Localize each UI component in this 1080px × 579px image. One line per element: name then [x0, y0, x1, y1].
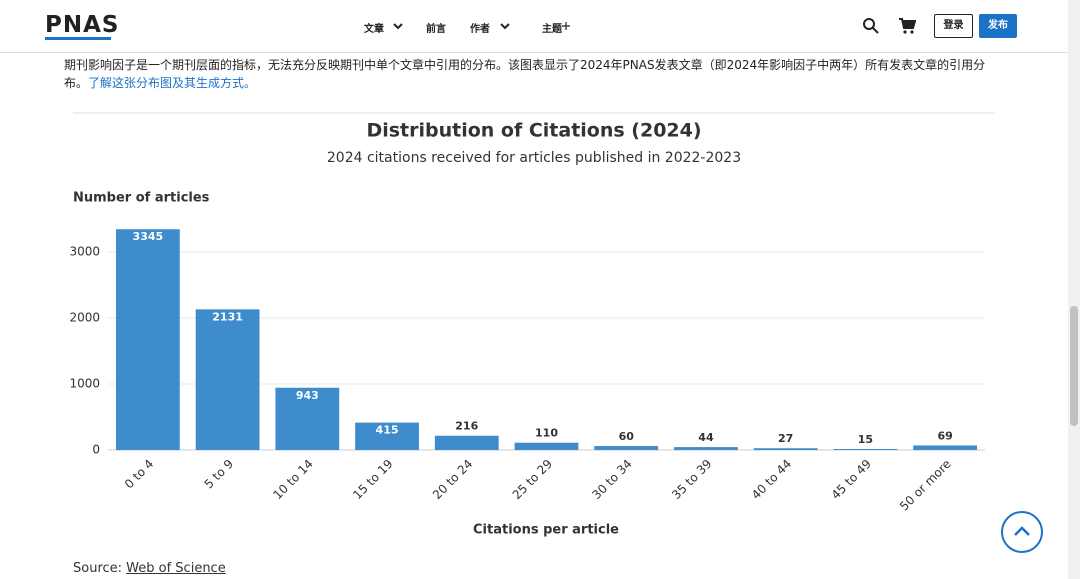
bar [594, 446, 659, 450]
bar [195, 309, 260, 450]
plus-icon [562, 22, 570, 30]
chevron [500, 23, 510, 30]
data-label: 60 [619, 430, 635, 443]
data-label: 44 [698, 431, 714, 444]
chart-title: Distribution of Citations (2024) [366, 120, 701, 142]
x-axis-label: Citations per article [473, 523, 619, 538]
x-tick-label: 0 to 4 [122, 457, 157, 492]
x-tick-label: 30 to 34 [589, 457, 634, 502]
bar [833, 449, 898, 450]
nav-item[interactable]: 作者 [470, 24, 490, 35]
source-label: Source: [73, 561, 123, 576]
source-link[interactable]: Web of Science [126, 561, 226, 576]
data-label: 69 [937, 429, 952, 442]
y-axis-label: Number of articles [73, 191, 210, 206]
x-tick-label: 40 to 44 [749, 457, 794, 502]
logo-underline [45, 37, 111, 40]
x-tick-label: 5 to 9 [202, 457, 237, 492]
source: Source: Web of Science [73, 561, 226, 576]
intro-link[interactable]: 了解这张分布图及其生成方式。 [88, 76, 257, 90]
header: PNAS 文章 前言 作者 主题 登录 发布 [0, 0, 1068, 53]
x-tick-label: 50 or more [897, 457, 954, 514]
y-tick-label: 2000 [69, 311, 100, 325]
bar [434, 435, 499, 450]
nav-item[interactable]: 主题 [542, 24, 562, 35]
x-tick-label: 35 to 39 [669, 457, 714, 502]
y-tick-label: 0 [92, 443, 100, 457]
search-icon[interactable] [862, 17, 880, 35]
scroll-top-button[interactable] [1001, 511, 1043, 553]
data-label: 216 [455, 420, 478, 433]
bar [674, 447, 738, 450]
scroll-top-arrow [1014, 526, 1030, 536]
publish-button[interactable]: 发布 [979, 14, 1017, 38]
nav-item[interactable]: 前言 [426, 24, 446, 35]
chevron [393, 23, 403, 30]
data-label: 15 [858, 433, 873, 446]
login-button[interactable]: 登录 [934, 14, 973, 38]
data-label: 27 [778, 432, 793, 445]
data-label: 415 [376, 424, 399, 437]
x-tick-label: 20 to 24 [430, 457, 475, 502]
x-tick-label: 45 to 49 [829, 457, 874, 502]
intro-text: 期刊影响因子是一个期刊层面的指标，无法充分反映期刊中单个文章中引用的分布。该图表… [64, 58, 986, 90]
x-tick-label: 25 to 29 [510, 457, 555, 502]
y-tick-label: 3000 [69, 245, 100, 259]
data-label: 3345 [133, 230, 164, 243]
intro: 期刊影响因子是一个期刊层面的指标，无法充分反映期刊中单个文章中引用的分布。该图表… [64, 56, 994, 92]
data-label: 943 [296, 389, 319, 402]
cart-icon[interactable] [898, 17, 916, 35]
x-tick-label: 15 to 19 [350, 457, 395, 502]
scrollbar-thumb[interactable] [1070, 306, 1078, 426]
logo[interactable]: PNAS [45, 12, 120, 38]
x-tick-label: 10 to 14 [271, 457, 316, 502]
bar [753, 448, 818, 450]
bar [115, 229, 180, 450]
y-tick-label: 1000 [69, 377, 100, 391]
nav-item[interactable]: 文章 [364, 24, 384, 35]
data-label: 110 [535, 427, 558, 440]
bar [913, 445, 978, 450]
scrollbar[interactable] [1068, 0, 1080, 579]
bar [275, 387, 340, 450]
chart-subtitle: 2024 citations received for articles pub… [327, 150, 741, 166]
bar [514, 442, 579, 450]
bar [355, 422, 419, 450]
data-label: 2131 [212, 310, 243, 323]
